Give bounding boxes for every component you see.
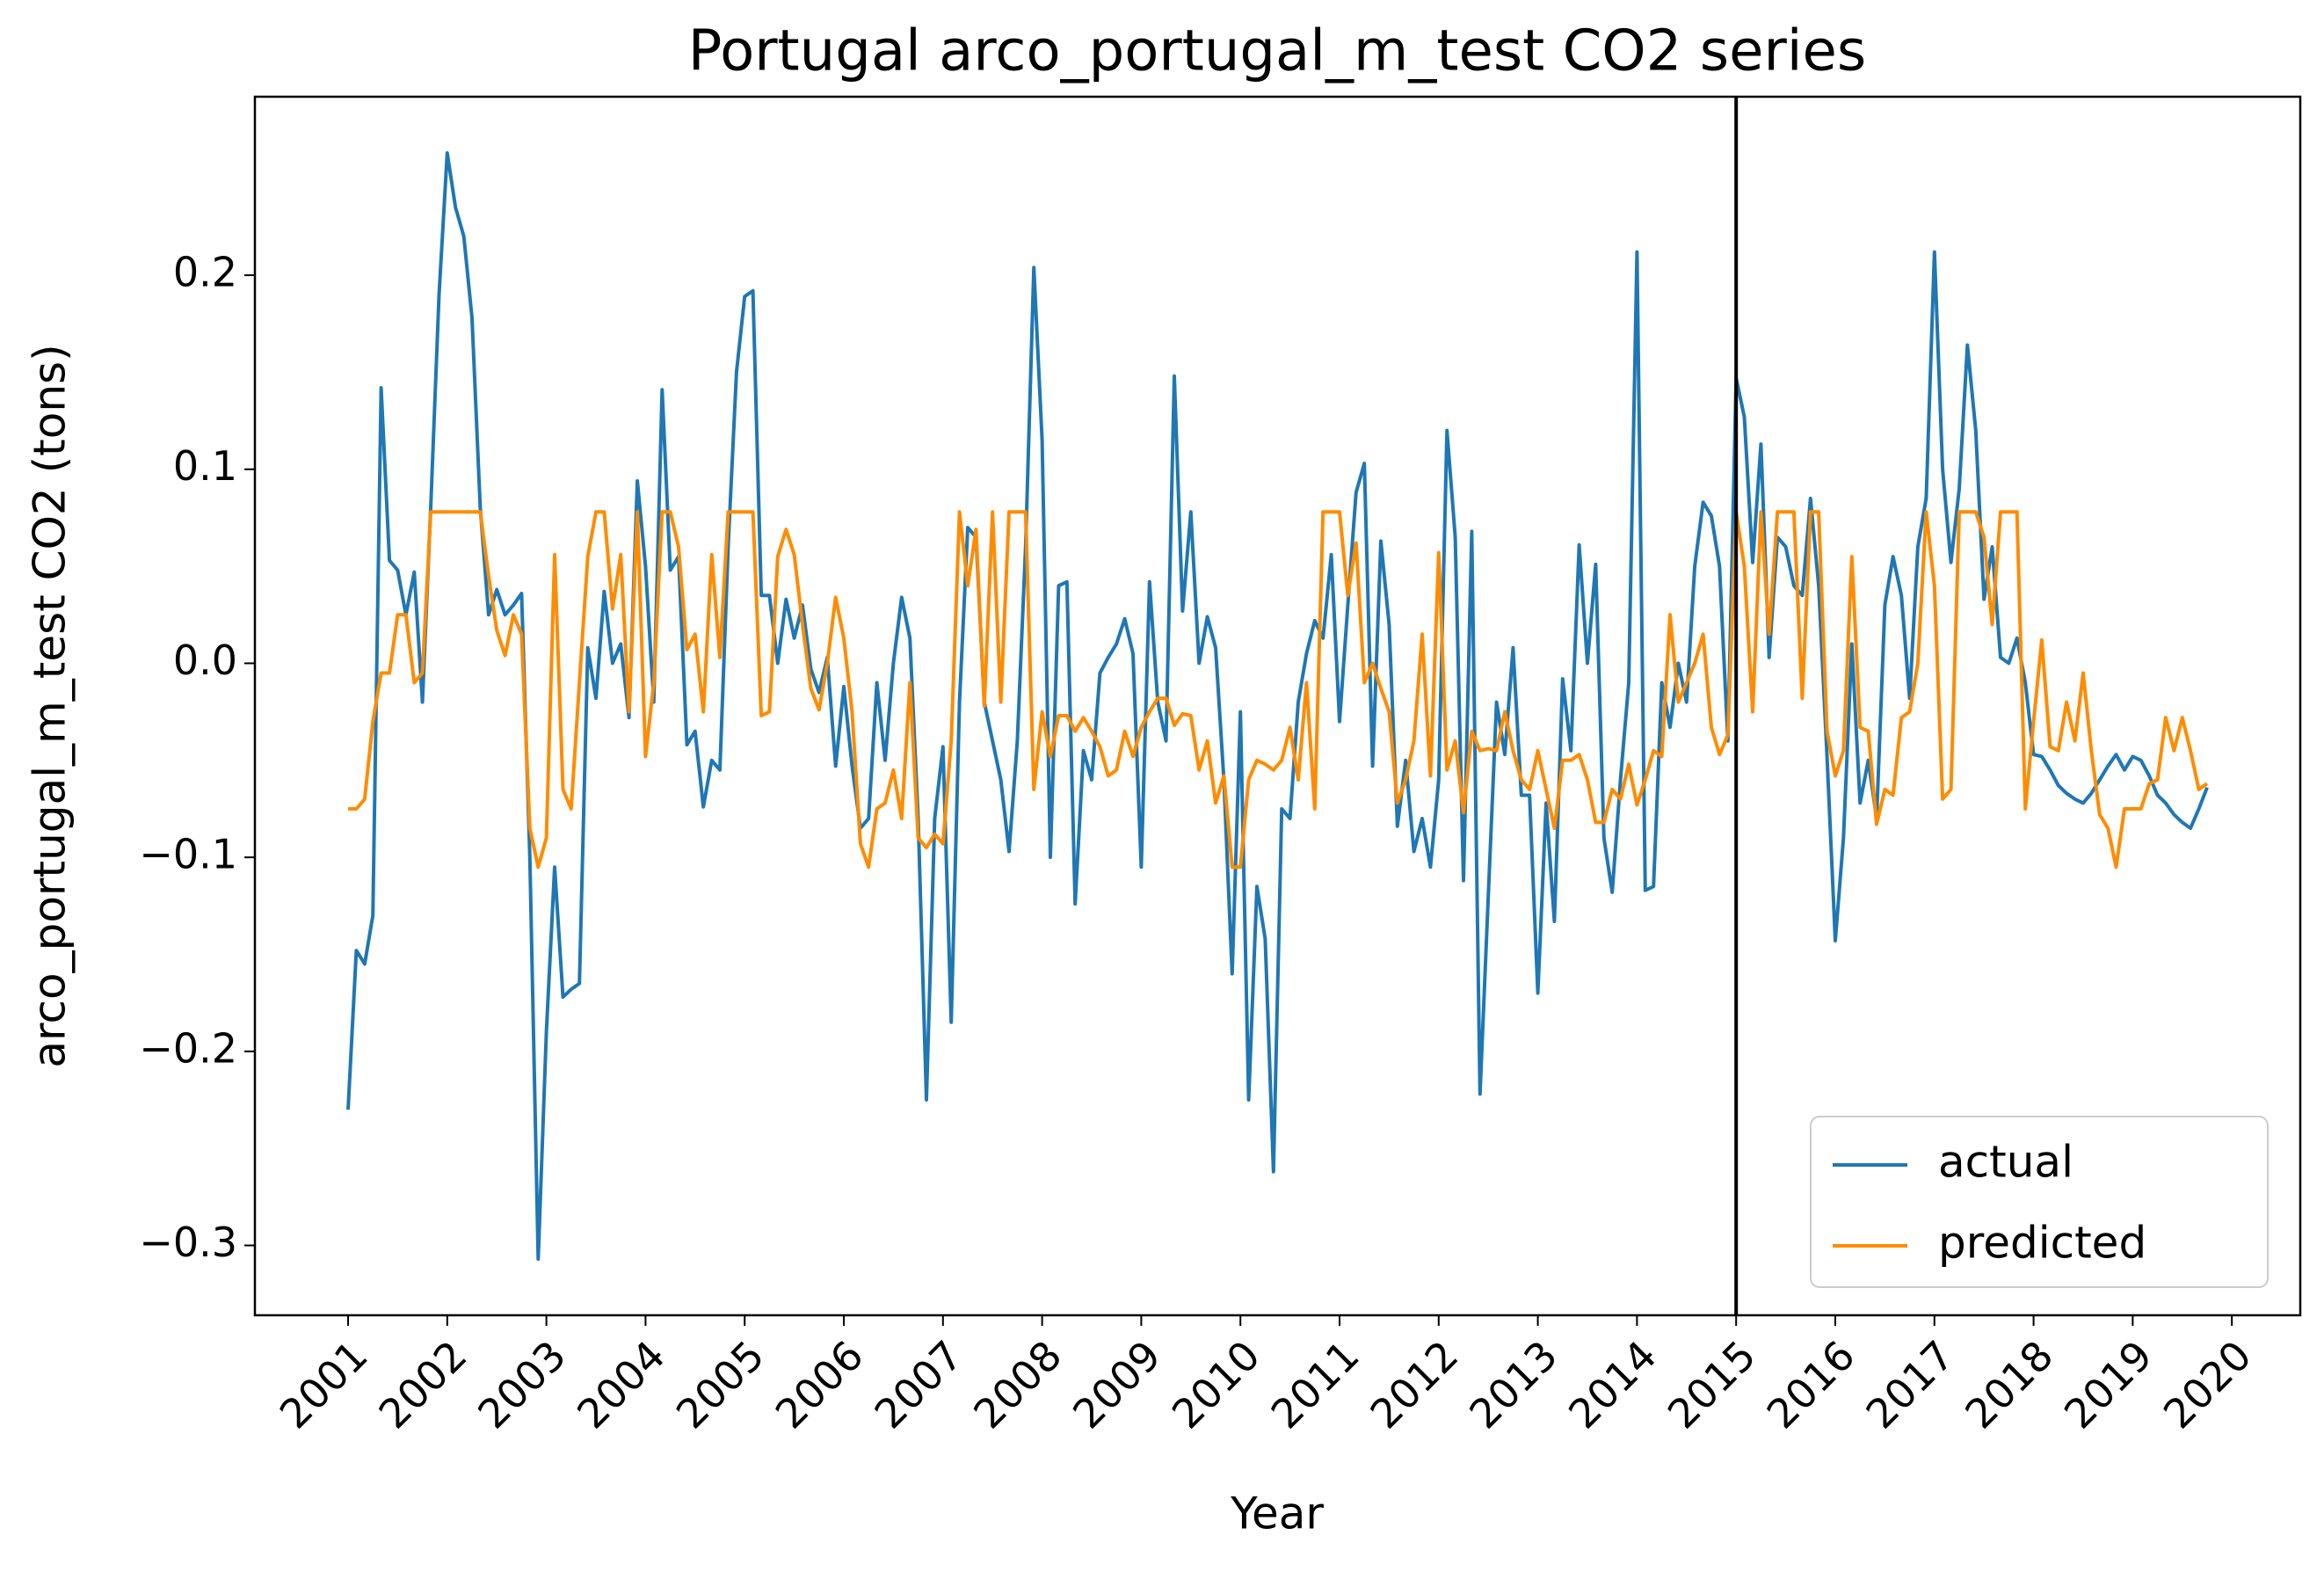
y-tick-label: 0.1 xyxy=(173,442,237,490)
x-tick-label: 2001 xyxy=(271,1331,377,1437)
x-tick-label: 2010 xyxy=(1163,1331,1269,1437)
x-tick-label: 2019 xyxy=(2055,1331,2161,1437)
legend-box xyxy=(1810,1116,2269,1288)
x-tick-label: 2016 xyxy=(1758,1331,1864,1437)
legend-label: actual xyxy=(1938,1137,2073,1188)
y-tick-label: 0.2 xyxy=(173,249,237,296)
x-tick-label: 2009 xyxy=(1064,1331,1170,1437)
x-tick-label: 2005 xyxy=(667,1331,773,1437)
x-tick-label: 2018 xyxy=(1956,1331,2062,1437)
x-tick-label: 2004 xyxy=(568,1331,674,1437)
series-line xyxy=(348,510,2209,870)
x-tick-label: 2003 xyxy=(468,1331,575,1437)
y-tick-label: −0.3 xyxy=(139,1219,237,1266)
y-tick-label: 0.0 xyxy=(173,637,237,684)
y-axis-label: arco_portugal_m_test CO2 (tons) xyxy=(25,344,76,1067)
x-tick-label: 2002 xyxy=(369,1331,476,1437)
chart-title: Portugal arco_portugal_m_test CO2 series xyxy=(688,19,1867,84)
y-tick-label: −0.2 xyxy=(139,1024,237,1072)
x-tick-label: 2006 xyxy=(766,1331,873,1437)
x-tick-label: 2011 xyxy=(1262,1331,1369,1437)
x-tick-label: 2008 xyxy=(964,1331,1071,1437)
y-tick-label: −0.1 xyxy=(139,831,237,878)
x-tick-label: 2014 xyxy=(1559,1331,1666,1437)
x-tick-label: 2013 xyxy=(1460,1331,1566,1437)
x-tick-label: 2017 xyxy=(1856,1331,1963,1437)
x-axis-label: Year xyxy=(1230,1488,1324,1539)
legend-label: predicted xyxy=(1938,1218,2146,1269)
plot-frame xyxy=(253,95,2302,1317)
x-tick-label: 2015 xyxy=(1659,1331,1765,1437)
series-line xyxy=(346,151,2209,1261)
x-tick-label: 2020 xyxy=(2154,1331,2261,1437)
x-tick-label: 2012 xyxy=(1361,1331,1467,1437)
x-tick-label: 2007 xyxy=(865,1331,971,1437)
